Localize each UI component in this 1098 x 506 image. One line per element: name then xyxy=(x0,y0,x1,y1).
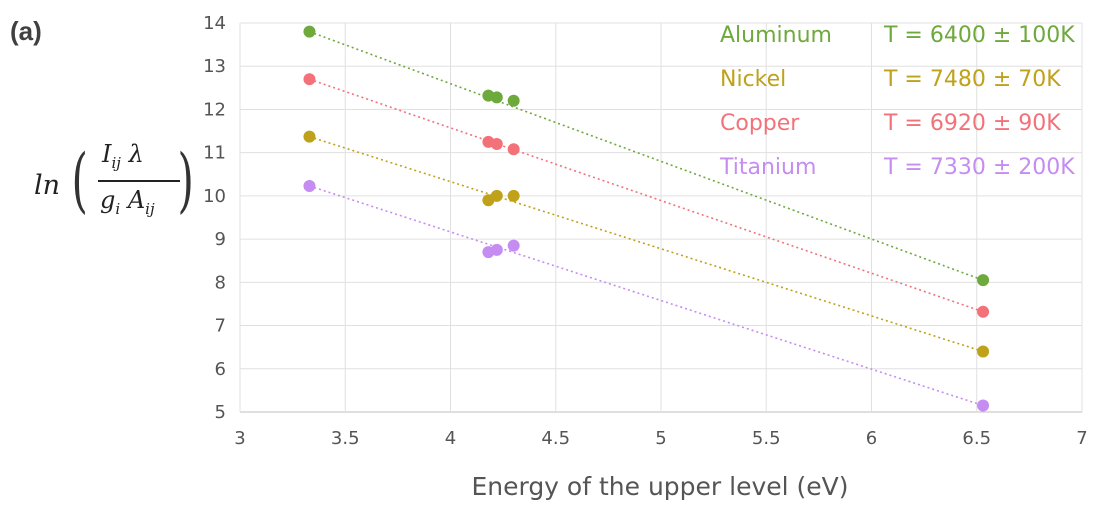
panel-label: (a) xyxy=(10,16,42,46)
data-point-nickel xyxy=(303,130,316,143)
trend-lines xyxy=(309,30,984,407)
y-axis-label: ln ( Iij λ gi Aij ) xyxy=(34,140,204,230)
data-point-nickel xyxy=(490,189,503,202)
x-tick-labels: 3 3.5 4 4.5 5 5.5 6 6.5 7 xyxy=(234,428,1087,449)
data-point-aluminum xyxy=(490,91,503,104)
data-point-copper xyxy=(977,305,990,318)
trend-line-titanium xyxy=(309,185,984,407)
legend-name-nickel: Nickel xyxy=(720,67,786,92)
y-axis-label-numerator: Iij λ xyxy=(102,140,144,172)
fraction-bar xyxy=(98,180,180,182)
data-point-copper xyxy=(490,138,503,151)
legend-name-aluminum: Aluminum xyxy=(720,23,832,48)
x-tick-label: 5 xyxy=(655,428,666,449)
x-tick-label: 6.5 xyxy=(962,428,991,449)
legend-annotation-nickel: T = 7480 ± 70K xyxy=(883,67,1061,92)
grid-lines xyxy=(239,22,1083,413)
data-point-copper xyxy=(303,73,316,86)
x-tick-label: 3 xyxy=(234,428,245,449)
y-tick-label: 13 xyxy=(203,56,226,77)
data-point-titanium xyxy=(977,399,990,412)
x-tick-label: 6 xyxy=(866,428,877,449)
x-tick-label: 7 xyxy=(1076,428,1087,449)
y-tick-label: 14 xyxy=(203,13,226,34)
data-point-nickel xyxy=(977,345,990,358)
y-tick-label: 9 xyxy=(215,229,226,250)
y-tick-label: 10 xyxy=(203,186,226,207)
left-paren-glyph: ( xyxy=(71,139,88,221)
legend-name-titanium: Titanium xyxy=(719,155,816,180)
x-tick-label: 5.5 xyxy=(752,428,781,449)
y-tick-label: 5 xyxy=(215,402,226,423)
y-tick-labels: 5 6 7 8 9 10 11 12 13 14 xyxy=(203,13,226,423)
data-point-aluminum xyxy=(507,94,520,107)
legend-annotation-aluminum: T = 6400 ± 100K xyxy=(883,23,1075,48)
y-tick-label: 7 xyxy=(215,316,226,337)
legend-annotation-titanium: T = 7330 ± 200K xyxy=(883,155,1075,180)
trend-line-nickel xyxy=(309,135,984,353)
legend-name-copper: Copper xyxy=(720,111,800,136)
trend-line-copper xyxy=(309,78,984,313)
y-tick-label: 8 xyxy=(215,272,226,293)
right-paren-glyph: ) xyxy=(177,139,194,221)
y-tick-label: 11 xyxy=(203,143,226,164)
x-tick-label: 4 xyxy=(445,428,456,449)
data-point-copper xyxy=(507,143,520,156)
legend: Aluminum T = 6400 ± 100K Nickel T = 7480 ± … xyxy=(719,23,1075,180)
x-tick-label: 3.5 xyxy=(331,428,360,449)
x-axis-label: Energy of the upper level (eV) xyxy=(471,472,849,501)
data-point-titanium xyxy=(303,179,316,192)
y-tick-label: 6 xyxy=(215,359,226,380)
data-point-aluminum xyxy=(303,25,316,38)
data-point-titanium xyxy=(490,243,503,256)
data-point-titanium xyxy=(507,239,520,252)
y-axis-label-denominator: gi Aij xyxy=(100,186,155,218)
data-point-nickel xyxy=(507,189,520,202)
trend-line-aluminum xyxy=(309,30,984,281)
y-tick-label: 12 xyxy=(203,99,226,120)
legend-annotation-copper: T = 6920 ± 90K xyxy=(883,111,1061,136)
x-tick-label: 4.5 xyxy=(541,428,570,449)
data-points xyxy=(303,25,990,412)
y-axis-label-prefix: ln xyxy=(34,170,61,201)
data-point-aluminum xyxy=(977,274,990,287)
